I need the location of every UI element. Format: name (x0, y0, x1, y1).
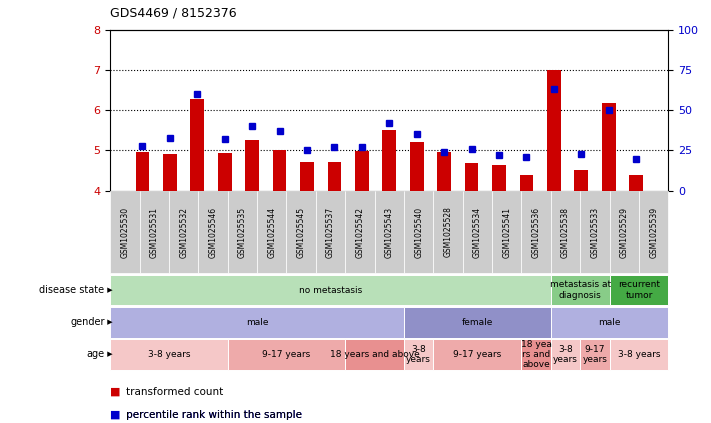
Bar (629, 176, 643, 191)
Bar (383, 129, 396, 191)
Bar (520, 176, 533, 191)
Text: ▶: ▶ (105, 352, 112, 357)
Text: GSM1025538: GSM1025538 (561, 206, 570, 258)
Text: GSM1025532: GSM1025532 (179, 206, 188, 258)
Text: ■  percentile rank within the sample: ■ percentile rank within the sample (110, 410, 302, 420)
Bar (437, 152, 451, 191)
Text: GSM1025528: GSM1025528 (444, 206, 452, 258)
Text: male: male (599, 318, 621, 327)
Text: recurrent
tumor: recurrent tumor (618, 280, 660, 300)
Text: GSM1025542: GSM1025542 (356, 206, 365, 258)
Text: 3-8 years: 3-8 years (618, 350, 661, 359)
Text: GSM1025536: GSM1025536 (532, 206, 540, 258)
Text: 3-8 years: 3-8 years (148, 350, 191, 359)
Text: percentile rank within the sample: percentile rank within the sample (126, 410, 301, 420)
Text: female: female (461, 318, 493, 327)
Bar (136, 153, 149, 191)
Text: ■: ■ (110, 410, 121, 420)
Bar (163, 154, 177, 191)
Text: GSM1025541: GSM1025541 (502, 206, 511, 258)
Text: GDS4469 / 8152376: GDS4469 / 8152376 (110, 6, 237, 19)
Bar (191, 99, 204, 191)
Text: gender: gender (70, 317, 105, 327)
Text: metastasis at
diagnosis: metastasis at diagnosis (550, 280, 611, 300)
Text: 3-8
years: 3-8 years (553, 345, 578, 364)
Text: GSM1025545: GSM1025545 (296, 206, 306, 258)
Text: GSM1025539: GSM1025539 (649, 206, 658, 258)
Bar (273, 150, 287, 191)
Text: GSM1025543: GSM1025543 (385, 206, 394, 258)
Bar (245, 140, 259, 191)
Text: GSM1025544: GSM1025544 (267, 206, 277, 258)
Text: male: male (246, 318, 268, 327)
Text: GSM1025537: GSM1025537 (326, 206, 335, 258)
Bar (410, 142, 424, 191)
Bar (355, 151, 369, 191)
Text: 18 yea
rs and
above: 18 yea rs and above (520, 340, 552, 369)
Text: transformed count: transformed count (126, 387, 223, 397)
Text: 9-17
years: 9-17 years (582, 345, 607, 364)
Bar (547, 70, 561, 191)
Text: GSM1025529: GSM1025529 (620, 206, 629, 258)
Text: GSM1025533: GSM1025533 (590, 206, 599, 258)
Text: no metastasis: no metastasis (299, 286, 362, 295)
Text: 18 years and above: 18 years and above (330, 350, 419, 359)
Text: GSM1025546: GSM1025546 (208, 206, 218, 258)
Bar (300, 162, 314, 191)
Bar (218, 153, 232, 191)
Bar (574, 170, 588, 191)
Text: GSM1025534: GSM1025534 (473, 206, 482, 258)
Text: 3-8
years: 3-8 years (406, 345, 431, 364)
Bar (328, 162, 341, 191)
Text: ■: ■ (110, 387, 121, 397)
Bar (492, 165, 506, 191)
Text: 9-17 years: 9-17 years (454, 350, 501, 359)
Text: GSM1025540: GSM1025540 (414, 206, 423, 258)
Text: GSM1025535: GSM1025535 (238, 206, 247, 258)
Text: age: age (87, 349, 105, 360)
Text: GSM1025530: GSM1025530 (120, 206, 129, 258)
Text: disease state: disease state (39, 285, 105, 295)
Bar (465, 163, 479, 191)
Text: ▶: ▶ (105, 319, 112, 325)
Text: GSM1025531: GSM1025531 (150, 206, 159, 258)
Text: ▶: ▶ (105, 287, 112, 293)
Bar (602, 103, 616, 191)
Text: 9-17 years: 9-17 years (262, 350, 311, 359)
